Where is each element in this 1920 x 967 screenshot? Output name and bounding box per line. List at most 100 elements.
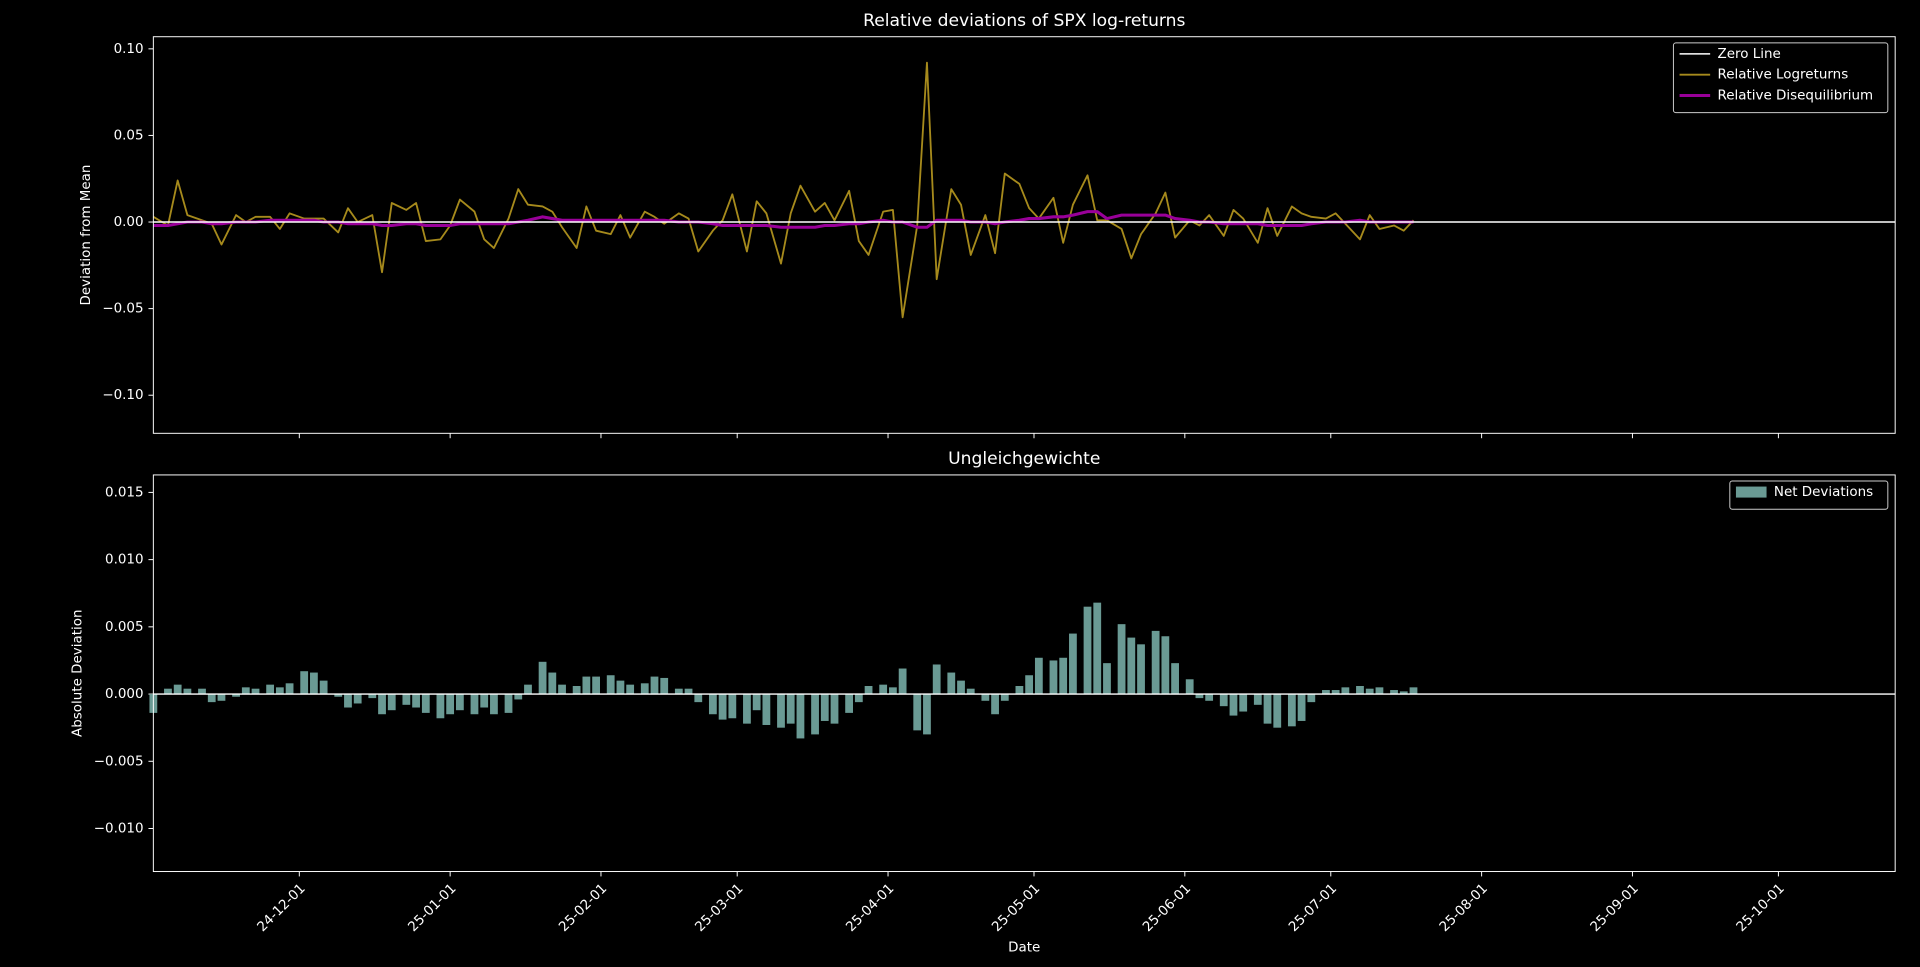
legend-box xyxy=(1729,480,1889,510)
y-tick-label: −0.010 xyxy=(94,822,144,837)
bar xyxy=(412,694,420,708)
bar xyxy=(1161,636,1170,695)
bar xyxy=(1253,694,1262,705)
bar xyxy=(582,676,591,695)
bar xyxy=(368,694,377,699)
bar xyxy=(1117,624,1126,695)
y-tick-label: 0.005 xyxy=(105,620,144,635)
bar xyxy=(1151,630,1160,695)
bar xyxy=(1399,691,1408,695)
bar xyxy=(660,677,669,695)
bar xyxy=(898,668,907,695)
bar xyxy=(1034,657,1043,695)
legend: Net Deviations xyxy=(1729,480,1889,510)
chart-title: Relative deviations of SPX log-returns xyxy=(863,11,1185,31)
bar xyxy=(1103,663,1111,695)
bar xyxy=(640,683,649,695)
bar xyxy=(1093,602,1102,695)
bar xyxy=(1049,660,1058,695)
bar xyxy=(455,694,464,711)
chart-title: Ungleichgewichte xyxy=(948,449,1100,469)
bar xyxy=(889,687,897,695)
bar xyxy=(854,694,863,703)
bar xyxy=(353,694,362,704)
bar xyxy=(207,694,216,703)
bar xyxy=(991,694,999,715)
bar xyxy=(1287,694,1296,727)
bar xyxy=(966,688,975,695)
legend-label: Relative Logreturns xyxy=(1718,68,1849,83)
legend: Zero Line Relative Logreturns Relative Dis… xyxy=(1672,42,1889,114)
bar xyxy=(674,688,683,695)
bar xyxy=(490,694,498,715)
bar xyxy=(251,688,260,695)
bar xyxy=(387,694,396,711)
bar xyxy=(1229,694,1238,716)
y-axis-label: Deviation from Mean xyxy=(79,165,94,306)
bar xyxy=(266,684,275,695)
bar xyxy=(504,694,513,713)
bar xyxy=(572,685,581,695)
bar xyxy=(402,694,411,705)
bar xyxy=(1000,694,1009,701)
bar xyxy=(923,694,931,735)
legend-swatch xyxy=(1735,486,1767,498)
bar xyxy=(1219,694,1228,707)
bar xyxy=(1127,637,1136,695)
y-axis-label: Absolute Deviation xyxy=(70,610,85,737)
bar xyxy=(300,671,309,695)
bar xyxy=(932,664,941,695)
bar xyxy=(1025,675,1034,695)
bar xyxy=(1409,687,1418,695)
bar xyxy=(480,694,489,708)
legend-label: Zero Line xyxy=(1718,47,1781,62)
legend-label: Relative Disequilibrium xyxy=(1718,88,1874,103)
bar xyxy=(421,694,430,713)
bar xyxy=(1365,688,1374,695)
bar xyxy=(1069,633,1077,695)
bar xyxy=(1171,663,1179,695)
bar xyxy=(378,694,386,715)
bar xyxy=(592,676,600,695)
bar xyxy=(708,694,717,715)
bar xyxy=(1273,694,1282,728)
bar xyxy=(845,694,853,713)
bar xyxy=(446,694,455,715)
bar xyxy=(957,680,965,695)
bar xyxy=(1307,694,1316,703)
bar xyxy=(232,694,240,697)
bar xyxy=(762,694,771,725)
legend-box xyxy=(1672,42,1889,114)
bar xyxy=(548,672,557,695)
bar xyxy=(650,676,659,695)
bar xyxy=(1331,690,1340,695)
bar xyxy=(616,680,625,695)
axes-frame xyxy=(152,36,1896,434)
bar xyxy=(777,694,785,728)
y-tick-label: 0.010 xyxy=(105,553,144,568)
bar xyxy=(310,672,318,695)
bar xyxy=(752,694,761,711)
bar xyxy=(1015,685,1024,695)
axes-frame xyxy=(152,474,1896,873)
y-tick-label: −0.10 xyxy=(102,388,143,403)
bar xyxy=(558,684,566,695)
bar xyxy=(913,694,922,731)
bar xyxy=(285,683,294,695)
bar xyxy=(1390,690,1398,695)
bar xyxy=(606,675,615,695)
bar xyxy=(183,688,192,695)
bar xyxy=(1195,694,1204,699)
legend-label: Net Deviations xyxy=(1774,485,1873,500)
bar xyxy=(626,684,635,695)
bar xyxy=(1205,694,1214,701)
y-tick-label: −0.05 xyxy=(102,302,143,317)
bar xyxy=(1356,685,1364,695)
bar xyxy=(718,694,727,720)
y-tick-label: −0.005 xyxy=(94,754,144,769)
bar xyxy=(1322,690,1330,695)
bar xyxy=(830,694,839,724)
bar xyxy=(198,688,206,695)
